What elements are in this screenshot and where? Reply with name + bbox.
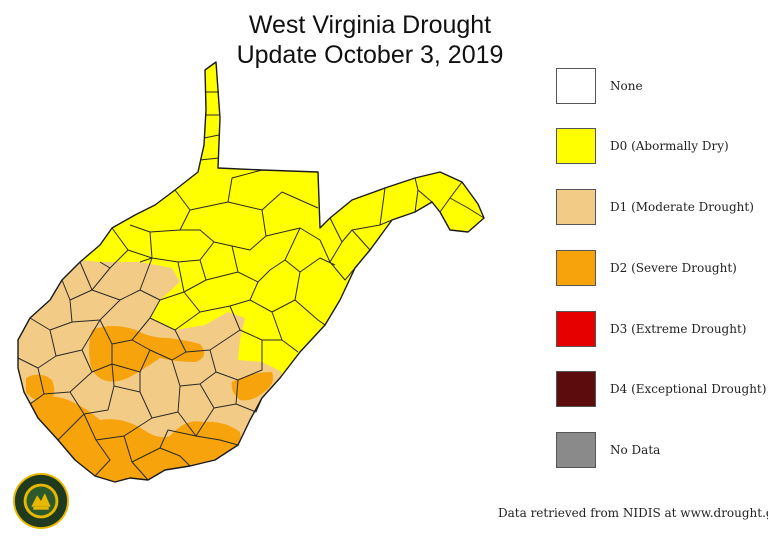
map-title: West Virginia Drought Update October 3, … bbox=[200, 10, 540, 70]
legend-item-d3: D3 (Extreme Drought) bbox=[556, 311, 766, 351]
legend-item-d4: D4 (Exceptional Drought) bbox=[556, 371, 766, 411]
legend-label: D2 (Severe Drought) bbox=[610, 261, 737, 275]
legend-label: No Data bbox=[610, 443, 661, 457]
title-line-2: Update October 3, 2019 bbox=[236, 41, 504, 69]
state-outline bbox=[17, 61, 485, 483]
legend-swatch bbox=[556, 371, 596, 407]
source-note: Data retrieved from NIDIS at www.drought… bbox=[498, 506, 768, 520]
legend-label: D0 (Abormally Dry) bbox=[610, 139, 729, 153]
legend-swatch bbox=[556, 432, 596, 468]
legend-swatch bbox=[556, 189, 596, 225]
region-d2-severe-east bbox=[231, 372, 273, 401]
department-of-agriculture-seal-icon bbox=[12, 472, 70, 530]
west-virginia-drought-map bbox=[17, 61, 485, 483]
legend-swatch bbox=[556, 311, 596, 347]
legend-swatch bbox=[556, 250, 596, 286]
title-line-1: West Virginia Drought bbox=[248, 11, 492, 39]
legend-label: D4 (Exceptional Drought) bbox=[610, 382, 767, 396]
legend-item-d0: D0 (Abormally Dry) bbox=[556, 128, 766, 168]
legend-label: D1 (Moderate Drought) bbox=[610, 200, 754, 214]
legend-swatch bbox=[556, 68, 596, 104]
legend-item-d1: D1 (Moderate Drought) bbox=[556, 189, 766, 229]
legend-label: D3 (Extreme Drought) bbox=[610, 322, 747, 336]
legend-item-d2: D2 (Severe Drought) bbox=[556, 250, 766, 290]
legend-item-no-data: No Data bbox=[556, 432, 766, 472]
county-boundaries bbox=[17, 91, 485, 481]
legend-label: None bbox=[610, 79, 643, 93]
legend-swatch bbox=[556, 128, 596, 164]
region-d2-severe-west bbox=[26, 374, 55, 404]
legend-item-none: None bbox=[556, 68, 766, 108]
region-d2-severe-central bbox=[89, 326, 205, 382]
